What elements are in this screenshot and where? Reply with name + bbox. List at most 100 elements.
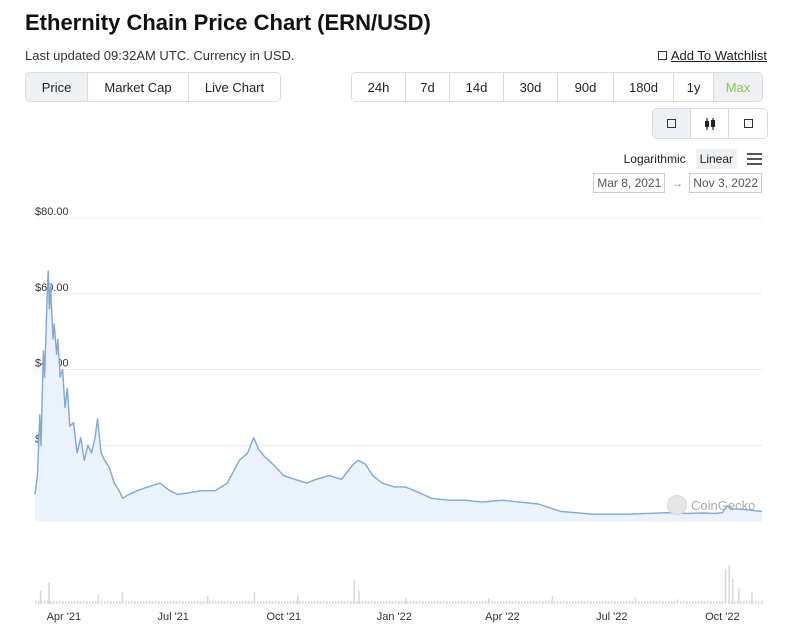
add-to-watchlist-link[interactable]: Add To Watchlist xyxy=(657,48,767,63)
volume-bar xyxy=(650,601,652,604)
volume-bar xyxy=(251,601,253,604)
candlestick-button[interactable] xyxy=(691,109,729,138)
volume-bar xyxy=(422,601,424,604)
volume-bar xyxy=(491,601,493,604)
hamburger-menu-icon[interactable] xyxy=(747,153,762,165)
volume-bar xyxy=(358,590,360,604)
volume-bar xyxy=(305,601,307,604)
volume-bar xyxy=(287,601,289,604)
volume-bar xyxy=(65,601,67,604)
range-14d-button[interactable]: 14d xyxy=(450,73,504,101)
volume-bar xyxy=(302,601,304,604)
y-tick-label: $60.00 xyxy=(35,282,69,294)
volume-bar xyxy=(695,601,697,604)
range-label: 14d xyxy=(465,79,488,95)
volume-bar xyxy=(260,601,262,604)
volume-bar xyxy=(524,601,526,604)
volume-bar xyxy=(407,601,409,604)
volume-bar xyxy=(707,601,709,604)
tab-price[interactable]: Price xyxy=(26,73,88,101)
volume-bar xyxy=(482,601,484,604)
volume-bar xyxy=(323,601,325,604)
scale-logarithmic-option[interactable]: Logarithmic xyxy=(623,152,686,166)
volume-bar xyxy=(344,601,346,604)
volume-bar xyxy=(551,596,554,604)
volume-bar xyxy=(48,582,50,604)
volume-bar xyxy=(656,601,658,604)
date-from-input[interactable]: Mar 8, 2021 xyxy=(593,173,666,193)
volume-bar xyxy=(149,601,151,604)
volume-bar xyxy=(335,601,337,604)
volume-bar xyxy=(53,601,55,604)
volume-bar xyxy=(632,601,634,604)
volume-bar xyxy=(140,601,142,604)
range-1y-button[interactable]: 1y xyxy=(674,73,714,101)
volume-bar xyxy=(161,601,163,604)
volume-bar xyxy=(308,601,310,604)
volume-bar xyxy=(410,601,412,604)
volume-bar xyxy=(392,601,394,604)
volume-bar xyxy=(497,601,499,604)
x-tick-label: Oct '21 xyxy=(266,611,301,623)
volume-bar xyxy=(311,601,313,604)
volume-bar xyxy=(629,601,631,604)
volume-bar xyxy=(455,601,457,604)
volume-bar xyxy=(542,601,544,604)
range-180d-button[interactable]: 180d xyxy=(614,73,674,101)
volume-bar xyxy=(662,601,664,604)
volume-bar xyxy=(680,601,682,604)
volume-bar xyxy=(746,601,748,604)
range-max-button[interactable]: Max xyxy=(714,73,762,101)
volume-bar xyxy=(332,601,334,604)
volume-bar xyxy=(206,601,208,604)
range-label: 1y xyxy=(686,79,701,95)
volume-bar xyxy=(170,601,172,604)
tab-market-cap[interactable]: Market Cap xyxy=(88,73,189,101)
volume-bar xyxy=(476,601,478,604)
range-30d-button[interactable]: 30d xyxy=(504,73,558,101)
volume-bar xyxy=(470,601,472,604)
volume-bar xyxy=(716,601,718,604)
range-label: 7d xyxy=(420,79,435,95)
scale-linear-option[interactable]: Linear xyxy=(695,149,737,169)
volume-bar xyxy=(71,601,73,604)
volume-bar xyxy=(56,601,58,604)
volume-bar xyxy=(740,601,742,604)
date-to-input[interactable]: Nov 3, 2022 xyxy=(689,173,762,193)
volume-bar xyxy=(398,601,400,604)
volume-bar xyxy=(368,601,370,604)
volume-bar xyxy=(509,601,511,604)
volume-bar xyxy=(737,588,740,604)
volume-bar xyxy=(296,601,298,604)
price-area xyxy=(35,271,762,521)
time-range-selector: 24h 7d 14d 30d 90d 180d 1y Max xyxy=(351,72,763,102)
volume-bar xyxy=(92,601,94,604)
volume-bar xyxy=(566,601,568,604)
range-24h-button[interactable]: 24h xyxy=(352,73,406,101)
chart-type-selector xyxy=(652,108,768,139)
x-tick-label: Jul '21 xyxy=(157,611,188,623)
volume-bar xyxy=(281,601,283,604)
volume-bar xyxy=(647,601,649,604)
volume-bar xyxy=(356,601,358,604)
volume-bar xyxy=(395,601,397,604)
volume-bar xyxy=(278,601,280,604)
ohlc-button[interactable] xyxy=(729,109,767,138)
volume-bar xyxy=(275,601,277,604)
volume-bar xyxy=(296,595,299,604)
volume-bar xyxy=(425,601,427,604)
volume-bar xyxy=(461,601,463,604)
volume-bar xyxy=(554,601,556,604)
line-chart-button[interactable] xyxy=(653,109,691,138)
volume-bar xyxy=(737,601,739,604)
volume-bar xyxy=(377,601,379,604)
volume-bar xyxy=(137,601,139,604)
range-90d-button[interactable]: 90d xyxy=(558,73,614,101)
volume-bar xyxy=(758,601,760,604)
range-label: 90d xyxy=(574,79,597,95)
range-7d-button[interactable]: 7d xyxy=(406,73,450,101)
range-label: 24h xyxy=(367,79,390,95)
tab-live-chart[interactable]: Live Chart xyxy=(189,73,280,101)
volume-bar xyxy=(503,601,505,604)
